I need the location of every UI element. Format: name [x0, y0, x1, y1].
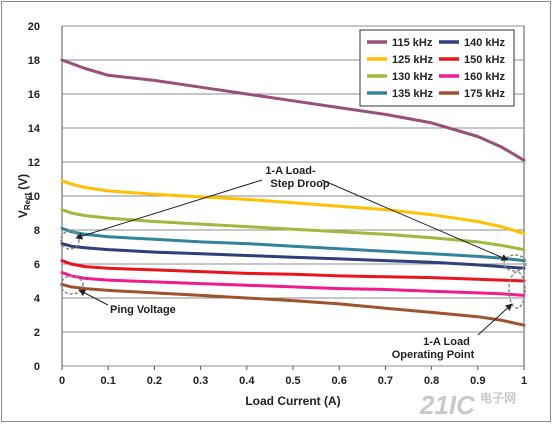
- y-tick-label-18: 18: [28, 55, 40, 67]
- series-line-130-khz: [60, 208, 526, 252]
- legend-label-140-khz: 140 kHz: [464, 37, 505, 49]
- series-line-115-khz: [60, 58, 526, 162]
- droop-arrow-left: [75, 179, 263, 240]
- operating-arrow: [477, 303, 513, 336]
- legend-label-115-khz: 115 kHz: [392, 37, 433, 49]
- droop-right-marker: [503, 254, 527, 272]
- x-tick-label-0.2: 0.2: [147, 375, 162, 387]
- legend-label-125-khz: 125 kHz: [392, 54, 433, 66]
- x-tick-label-0: 0: [59, 375, 65, 387]
- annotation-droop: 1-A Load- Step Droop: [265, 165, 330, 190]
- y-tick-label-14: 14: [28, 123, 41, 135]
- y-tick-label-16: 16: [28, 89, 40, 101]
- x-tick-label-0.6: 0.6: [332, 375, 347, 387]
- x-axis-ticks: 0 0.1 0.2 0.3 0.4 0.5 0.6 0.7 0.8 0.9 1: [59, 366, 527, 387]
- y-axis-title: VRect (V): [16, 174, 32, 218]
- y-axis-ticks: 0 2 4 6 8 10 12 14 16 18 20: [28, 21, 41, 373]
- annotation-ping-voltage: Ping Voltage: [110, 304, 176, 316]
- droop-arrow-right: [321, 179, 509, 261]
- series-line-150-khz: [60, 259, 526, 283]
- watermark-subtext: 电子网: [480, 390, 516, 405]
- x-tick-label-0.5: 0.5: [285, 375, 300, 387]
- series-line-135-khz: [60, 226, 526, 263]
- y-tick-label-0: 0: [34, 361, 40, 373]
- x-tick-label-1: 1: [521, 375, 527, 387]
- annotation-operating-line-1: 1-A Load: [423, 336, 470, 348]
- ping-arrow: [78, 289, 109, 306]
- legend-label-150-khz: 150 kHz: [464, 54, 505, 66]
- y-tick-label-6: 6: [34, 259, 40, 271]
- x-tick-label-0.4: 0.4: [239, 375, 255, 387]
- y-tick-label-12: 12: [28, 157, 40, 169]
- operating-point-marker: [508, 271, 526, 309]
- legend-label-175-khz: 175 kHz: [464, 88, 505, 100]
- annotation-operating-point: 1-A Load Operating Point: [392, 336, 475, 361]
- series-line-125-khz: [60, 179, 526, 235]
- series-lines: [60, 58, 526, 327]
- x-axis-title: Load Current (A): [245, 394, 340, 408]
- series-line-175-khz: [60, 282, 526, 327]
- x-tick-label-0.3: 0.3: [193, 375, 208, 387]
- legend-label-130-khz: 130 kHz: [392, 71, 433, 83]
- legend-label-135-khz: 135 kHz: [392, 88, 433, 100]
- y-tick-label-8: 8: [34, 225, 40, 237]
- series-line-160-khz: [60, 271, 526, 297]
- y-tick-label-10: 10: [28, 191, 40, 203]
- x-tick-label-0.7: 0.7: [378, 375, 393, 387]
- legend: 115 kHz 125 kHz 130 kHz 135 kHz 140 kHz 150 k…: [367, 37, 505, 100]
- ping-voltage-marker: [60, 275, 84, 295]
- annotation-operating-line-2: Operating Point: [392, 349, 475, 361]
- y-tick-label-2: 2: [34, 327, 40, 339]
- legend-label-160-khz: 160 kHz: [464, 71, 505, 83]
- x-tick-label-0.1: 0.1: [101, 375, 116, 387]
- y-axis-title-main: V: [16, 210, 30, 218]
- y-tick-label-20: 20: [28, 21, 40, 33]
- annotation-droop-line-1: 1-A Load-: [265, 165, 316, 177]
- watermark-logo: 21IC: [419, 390, 476, 420]
- x-tick-label-0.8: 0.8: [424, 375, 439, 387]
- annotation-droop-line-2: Step Droop: [270, 178, 330, 190]
- x-tick-label-0.9: 0.9: [470, 375, 485, 387]
- series-line-140-khz: [60, 242, 526, 270]
- y-axis-title-unit: (V): [16, 174, 30, 190]
- y-tick-label-4: 4: [34, 293, 41, 305]
- y-axis-title-sub: Rect: [23, 192, 32, 210]
- droop-left-marker: [60, 230, 80, 250]
